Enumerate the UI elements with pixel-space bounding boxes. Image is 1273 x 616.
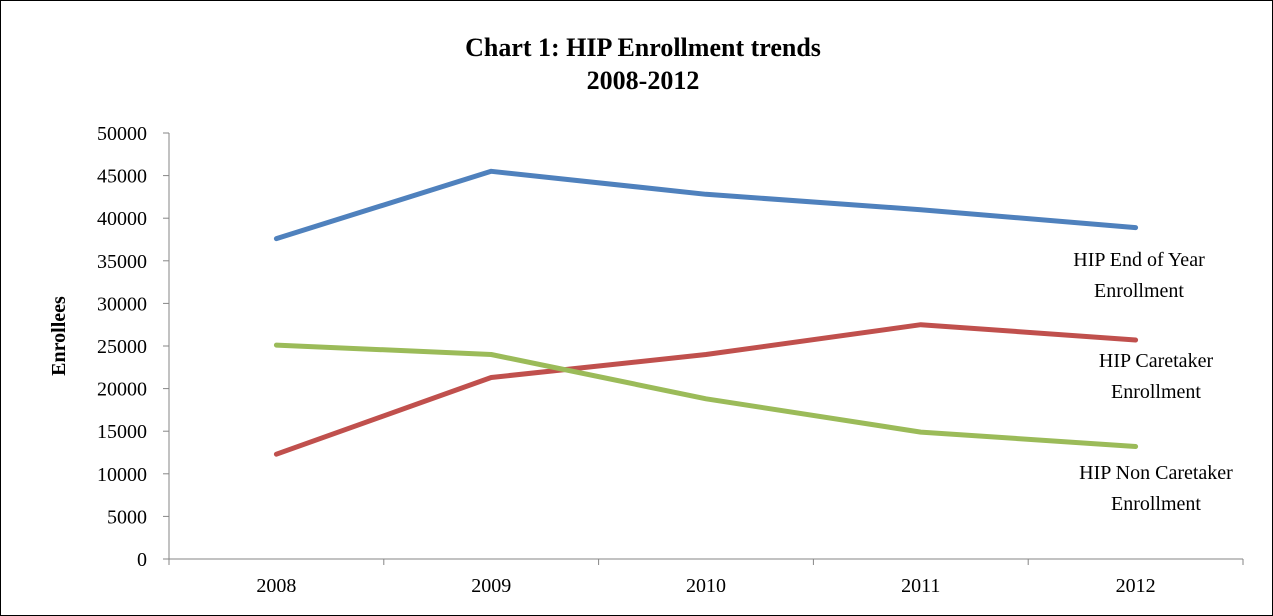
y-tick-label: 15000	[97, 421, 147, 443]
y-tick-label: 20000	[97, 379, 147, 401]
x-tick-label: 2011	[901, 575, 940, 597]
y-tick-label: 10000	[97, 464, 147, 486]
series-label-1: Enrollment	[1094, 280, 1184, 302]
y-axis-ticks: 0 5000 10000 15000 20000 25000 30000 35000 40000…	[97, 123, 169, 571]
series-line-3	[273, 342, 1139, 449]
x-tick-label: 2012	[1116, 575, 1156, 597]
y-axis-label: Enrollees	[48, 296, 70, 376]
y-tick-label: 45000	[97, 166, 147, 188]
series-line-1	[273, 168, 1139, 242]
series-label-2: Enrollment	[1111, 381, 1201, 403]
chart-title-line: Chart 1: HIP Enrollment trends	[465, 33, 821, 62]
series-label-3: Enrollment	[1111, 493, 1201, 515]
series-line-2	[273, 322, 1139, 457]
y-tick-label: 5000	[107, 506, 147, 528]
series-label-2: HIP Caretaker	[1099, 350, 1214, 372]
x-tick-label: 2008	[256, 575, 296, 597]
series-labels: HIP End of Year Enrollment HIP Caretaker En…	[1073, 249, 1233, 515]
y-tick-label: 35000	[97, 251, 147, 273]
series-label-3: HIP Non Caretaker	[1079, 462, 1233, 484]
y-tick-label: 40000	[97, 208, 147, 230]
y-tick-label: 30000	[97, 293, 147, 315]
x-tick-label: 2010	[686, 575, 726, 597]
y-tick-label: 50000	[97, 123, 147, 145]
y-tick-label: 0	[137, 549, 147, 571]
series-label-1: HIP End of Year	[1073, 249, 1205, 271]
x-axis-ticks: 2008 2009 2010 2011 2012	[168, 559, 1244, 597]
y-axis-label-group: Enrollees	[48, 296, 70, 376]
chart-title: Chart 1: HIP Enrollment trends 2008-2012	[465, 33, 821, 95]
y-tick-label: 25000	[97, 336, 147, 358]
chart-title-line: 2008-2012	[587, 66, 700, 95]
series-lines	[273, 168, 1139, 457]
x-tick-label: 2009	[471, 575, 511, 597]
